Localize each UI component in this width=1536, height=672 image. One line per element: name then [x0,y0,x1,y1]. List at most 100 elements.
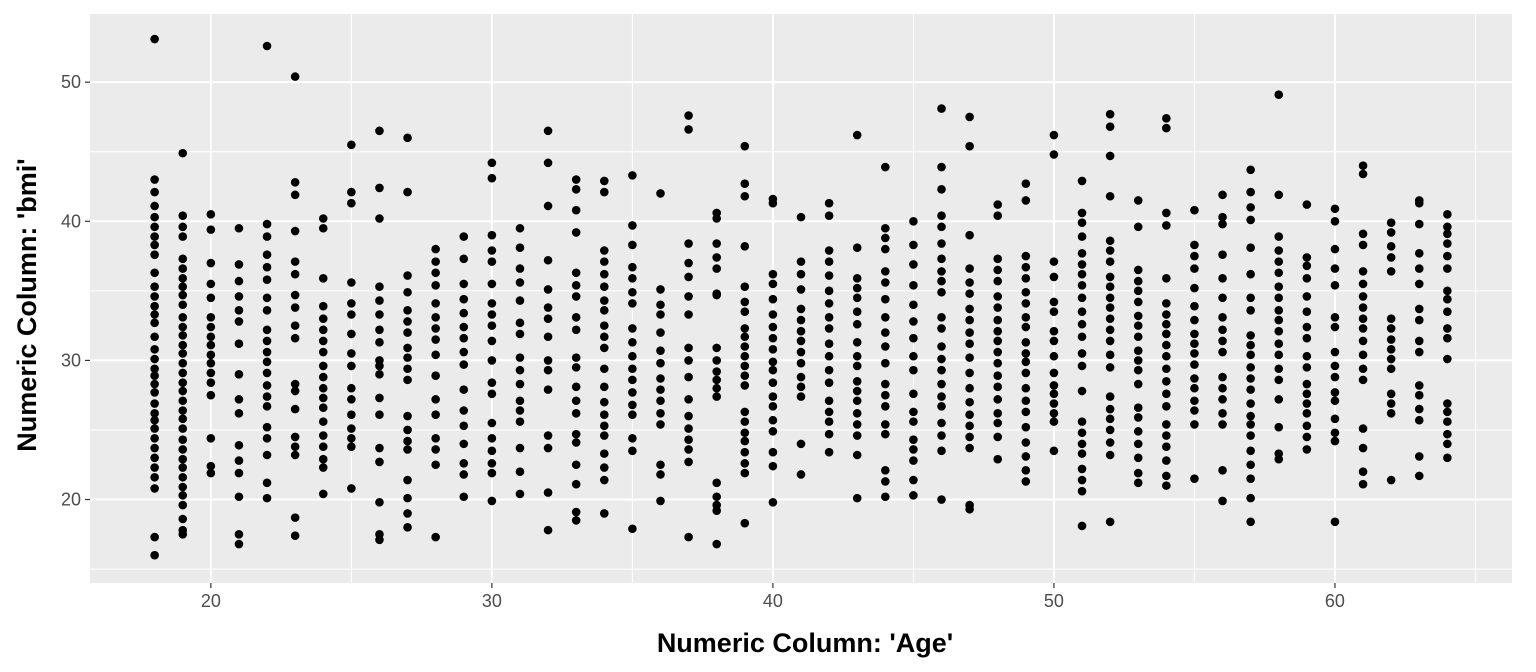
data-point [1330,312,1340,322]
data-point [1133,453,1143,463]
data-point [487,389,497,399]
data-point [656,285,665,294]
data-point [1302,351,1312,361]
data-point [1443,439,1452,449]
data-point [881,358,890,368]
data-point [150,399,159,408]
data-point [571,460,581,470]
data-point [431,257,440,266]
data-point [1246,374,1255,383]
data-point [796,285,806,294]
data-point [290,531,300,540]
data-point [375,393,384,403]
data-point [684,239,693,248]
data-point [375,370,384,379]
data-point [403,317,412,326]
data-point [1190,240,1199,250]
data-point [1162,208,1171,218]
data-point [571,325,581,335]
data-point [1105,109,1115,119]
data-point [1162,389,1171,399]
data-point [1330,372,1340,382]
data-point [1246,411,1255,421]
data-point [1218,250,1227,259]
data-point [684,292,693,301]
data-point [1133,468,1143,478]
data-point [1190,205,1199,215]
data-point [1330,280,1340,290]
data-point [712,264,721,273]
data-point [937,495,946,504]
data-point [375,126,384,136]
data-point [1190,251,1199,261]
data-point [1274,246,1284,255]
data-point [909,333,918,343]
data-point [1105,350,1115,360]
data-point [1274,190,1284,200]
data-point [431,312,440,322]
data-point [824,299,834,308]
data-point [1021,477,1031,486]
data-point [909,240,918,250]
data-point [543,431,553,440]
data-point [234,306,244,315]
data-point [262,493,272,503]
data-point [1105,303,1115,312]
data-point [150,212,159,222]
data-point [487,496,497,506]
data-point [1190,264,1199,273]
data-point [965,353,974,362]
data-point [459,294,469,304]
data-point [740,141,750,151]
data-point [1021,466,1031,475]
data-point [1021,251,1031,261]
data-point [824,211,834,221]
data-point [628,351,637,361]
data-point [909,417,918,426]
data-point [1162,351,1171,361]
data-point [1414,347,1424,357]
data-point [937,211,946,221]
data-point [150,268,159,278]
data-point [656,420,665,429]
data-point [178,445,188,454]
data-point [852,431,862,440]
data-point [262,347,272,357]
data-point [768,461,778,471]
data-point [206,434,216,443]
data-point [965,339,974,349]
data-point [1021,262,1031,272]
data-point [852,130,862,140]
data-point [1274,90,1284,99]
data-point [347,299,356,308]
data-point [937,431,946,440]
data-point [937,254,946,264]
data-point [993,382,1003,392]
data-point [375,338,384,347]
data-point [1274,257,1284,266]
data-point [178,491,188,500]
data-point [1386,364,1396,374]
data-point [487,230,497,240]
data-point [1105,392,1115,401]
data-point [318,347,328,357]
data-point [515,353,525,362]
data-point [1021,368,1031,378]
data-point [347,310,356,319]
data-point [1274,268,1284,278]
data-point [206,279,216,289]
data-point [1190,301,1199,311]
data-point [290,379,300,389]
data-point [628,262,637,272]
data-point [1443,399,1452,408]
data-point [1274,282,1284,291]
data-point [1386,314,1396,323]
data-point [712,214,721,223]
data-point [1302,322,1312,332]
data-point [1021,299,1031,308]
data-point [1358,314,1368,323]
data-point [1414,415,1424,425]
data-point [150,453,159,463]
data-point [712,539,721,549]
